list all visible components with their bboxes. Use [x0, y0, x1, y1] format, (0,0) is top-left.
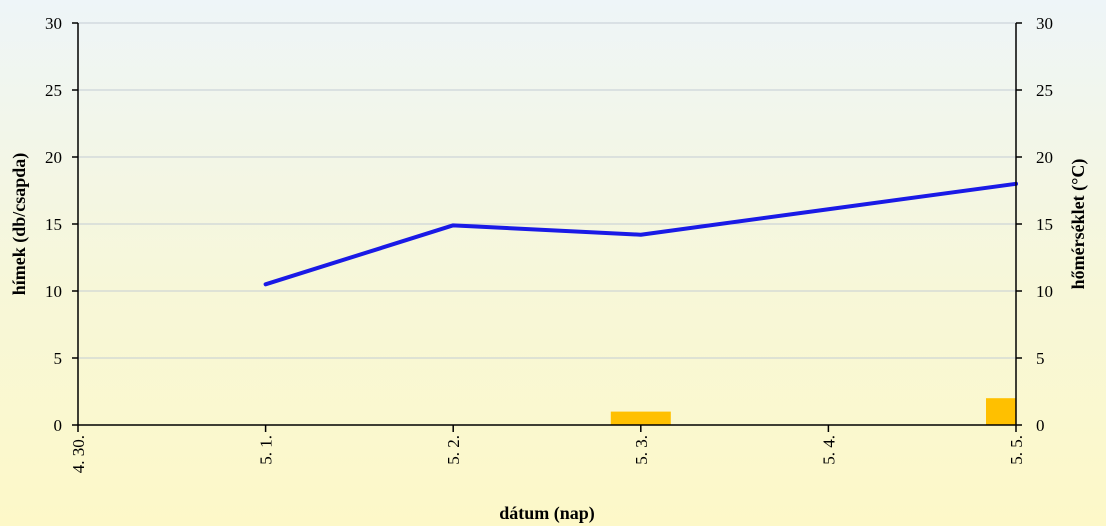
- y-tick-label-right: 15: [1036, 215, 1053, 234]
- gridlines: [78, 22, 1016, 359]
- y-tick-label-right: 5: [1036, 349, 1045, 368]
- y-tick-label-right: 20: [1036, 148, 1053, 167]
- y-tick-label-left: 25: [45, 81, 62, 100]
- y-tick-label-right: 30: [1036, 14, 1053, 33]
- y-tick-label-left: 15: [45, 215, 62, 234]
- x-tick-label: 5. 5.: [1007, 435, 1026, 465]
- y-tick-label-left: 5: [54, 349, 63, 368]
- y-tick-label-left: 20: [45, 148, 62, 167]
- y-tick-label-right: 25: [1036, 81, 1053, 100]
- y-tick-label-right: 10: [1036, 282, 1053, 301]
- y-tick-label-left: 0: [54, 416, 63, 435]
- y-tick-label-right: 0: [1036, 416, 1045, 435]
- bar-series: [610, 398, 1016, 425]
- x-tick-label: 4. 30.: [69, 435, 88, 473]
- y-tick-label-left: 30: [45, 14, 62, 33]
- bar: [610, 411, 671, 425]
- x-tick-label: 5. 1.: [257, 435, 276, 465]
- line-series: [263, 181, 1018, 287]
- bar: [986, 398, 1016, 425]
- tick-labels: 0 0 5 5 10 10 15 15 20 20 25 25 30 30 4. 30. 5. 1. 5. 2.…: [45, 14, 1053, 473]
- y-axis-left-title: hímek (db/csapda): [9, 153, 30, 296]
- temperature-line: [263, 181, 1018, 287]
- y-axis-right-title: hőmérséklet (°C): [1068, 159, 1089, 290]
- x-tick-label: 5. 3.: [632, 435, 651, 465]
- axes: [72, 22, 1022, 432]
- x-tick-label: 5. 4.: [819, 435, 838, 465]
- y-tick-label-left: 10: [45, 282, 62, 301]
- x-axis-title: dátum (nap): [499, 503, 595, 524]
- x-tick-label: 5. 2.: [444, 435, 463, 465]
